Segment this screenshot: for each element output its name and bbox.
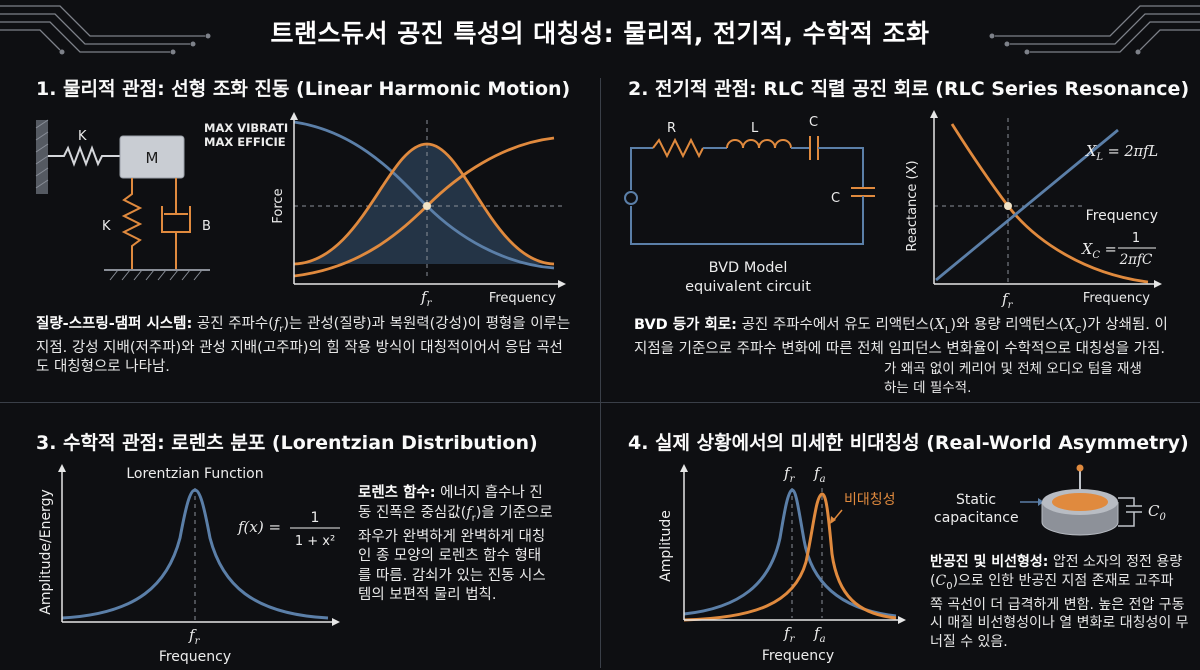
spring-horizontal (48, 145, 120, 167)
capacitor-right-label: C (831, 191, 840, 206)
resistor-symbol (652, 137, 704, 159)
c0-label: C0 (1148, 502, 1166, 523)
section-2-overlay-note: 가 왜곡 없이 케리어 및 전체 오디오 텀을 재생하는 데 필수적. (884, 360, 1142, 398)
max-vibration-text: MAX VIBRATI (204, 121, 288, 135)
y-axis-label: Amplitude (658, 510, 674, 582)
equation-denominator: 1 + x² (295, 534, 335, 549)
section-4-title: 4. 실제 상황에서의 미세한 비대칭성 (Real-World Asymmet… (628, 432, 1189, 454)
damper-label: B (202, 219, 211, 234)
section-divider-vertical (600, 78, 601, 668)
circuit-caption-line2: equivalent circuit (685, 279, 811, 295)
section-3-description: 로렌츠 함수: 에너지 흡수나 진동 진폭은 중심값(fr)을 기준으로 좌우가… (358, 485, 553, 604)
capacitor-top-label: C (809, 115, 818, 130)
fr-top-label: fr (783, 464, 796, 485)
y-axis-label: Reactance (X) (905, 160, 920, 251)
xl-equation: XL = 2πfL (1085, 144, 1158, 163)
piezo-electrode (1052, 493, 1108, 511)
inductive-reactance-line (935, 128, 1119, 282)
equation-lhs: f(x) = (237, 518, 281, 536)
y-axis-label: Amplitude/Energy (38, 489, 54, 614)
damper (161, 178, 191, 270)
piezo-element-diagram: Static capacitance C0 (934, 464, 1166, 536)
section-1-description: 질량-스프링-댐퍼 시스템: 공진 주파수(fr)는 관성(질량)과 복원력(강… (36, 316, 571, 375)
fr-label: fr (188, 626, 201, 647)
mass-block (119, 135, 185, 179)
xc-denominator: 2πfC (1119, 252, 1153, 268)
resonance-point (1004, 202, 1012, 210)
x-axis-label: Frequency (762, 648, 834, 664)
resonance-curve (683, 488, 897, 618)
circuit-caption-line1: BVD Model (709, 260, 788, 276)
reactance-graph: Reactance (X) XL = 2πfL Frequency XC = 1… (905, 110, 1162, 311)
max-efficiency-text: MAX EFFICIE (204, 135, 286, 149)
circuit-decoration-left (0, 5, 211, 55)
inductor-symbol (726, 139, 792, 149)
xc-equation-lhs: XC = (1081, 242, 1117, 261)
section-4-description: 반공진 및 비선형성: 압전 소자의 정전 용량(C0)으로 인한 반공진 지점… (930, 554, 1189, 650)
antiresonance-curve (683, 492, 897, 622)
force-frequency-graph: Force fr Frequency (271, 112, 566, 309)
spring-vertical (121, 178, 143, 270)
mass-spring-damper-diagram: K M K B MAX VIBRATI MAX EFFICIE (35, 119, 288, 281)
spring-bottom-label: K (102, 219, 111, 234)
y-axis-label: Force (271, 188, 286, 223)
spring-top-label: K (78, 129, 87, 144)
inductor-label: L (751, 121, 759, 136)
section-2-title: 2. 전기적 관점: RLC 직렬 공진 회로 (RLC Series Reso… (628, 78, 1190, 100)
function-title: Lorentzian Function (126, 466, 263, 482)
fr-label: fr (1001, 290, 1014, 311)
capacitor-top-symbol (809, 136, 819, 160)
fr-bottom-label: fr (783, 624, 796, 645)
x-axis-label: Frequency (489, 291, 556, 306)
section-3-title: 3. 수학적 관점: 로렌츠 분포 (Lorentzian Distributi… (36, 432, 538, 454)
equation-numerator: 1 (311, 510, 320, 526)
circuit-decoration-right (989, 5, 1200, 55)
mass-label: M (146, 149, 159, 167)
capacitor-right-symbol (851, 187, 875, 197)
resistor-label: R (667, 121, 676, 136)
frequency-side-label: Frequency (1086, 208, 1158, 224)
fa-top-label: fa (813, 464, 826, 485)
resonance-point (423, 202, 431, 210)
asymmetry-label: 비대칭성 (844, 492, 896, 508)
fr-label: fr (420, 288, 433, 309)
asymmetry-graph: fr fa 비대칭성 Amplitude fr fa Frequency (658, 464, 906, 664)
rlc-circuit-diagram: R L C C BVD Model equivalent circuit (624, 115, 875, 295)
c0-capacitor-symbol (1118, 497, 1142, 527)
resonance-curve (293, 142, 555, 266)
section-2-description: BVD 등가 회로: 공진 주파수에서 유도 리액턴스(XL)와 용량 리액턴스… (634, 317, 1168, 357)
x-axis-label: Frequency (1083, 291, 1150, 306)
page-title: 트랜스듀서 공진 특성의 대칭성: 물리적, 전기적, 수학적 조화 (270, 19, 930, 48)
section-1-title: 1. 물리적 관점: 선형 조화 진동 (Linear Harmonic Mot… (36, 78, 571, 100)
fa-bottom-label: fa (813, 624, 826, 645)
xc-numerator: 1 (1132, 231, 1140, 246)
lorentzian-curve (61, 488, 329, 620)
static-label-line1: Static (956, 492, 996, 508)
static-label-line2: capacitance (934, 510, 1019, 526)
terminal (624, 191, 638, 205)
capacitive-reactance-curve (950, 123, 1149, 284)
section-divider-horizontal (0, 402, 1200, 403)
x-axis-label: Frequency (159, 649, 231, 665)
lorentzian-graph: Lorentzian Function Amplitude/Energy fr … (38, 464, 340, 665)
